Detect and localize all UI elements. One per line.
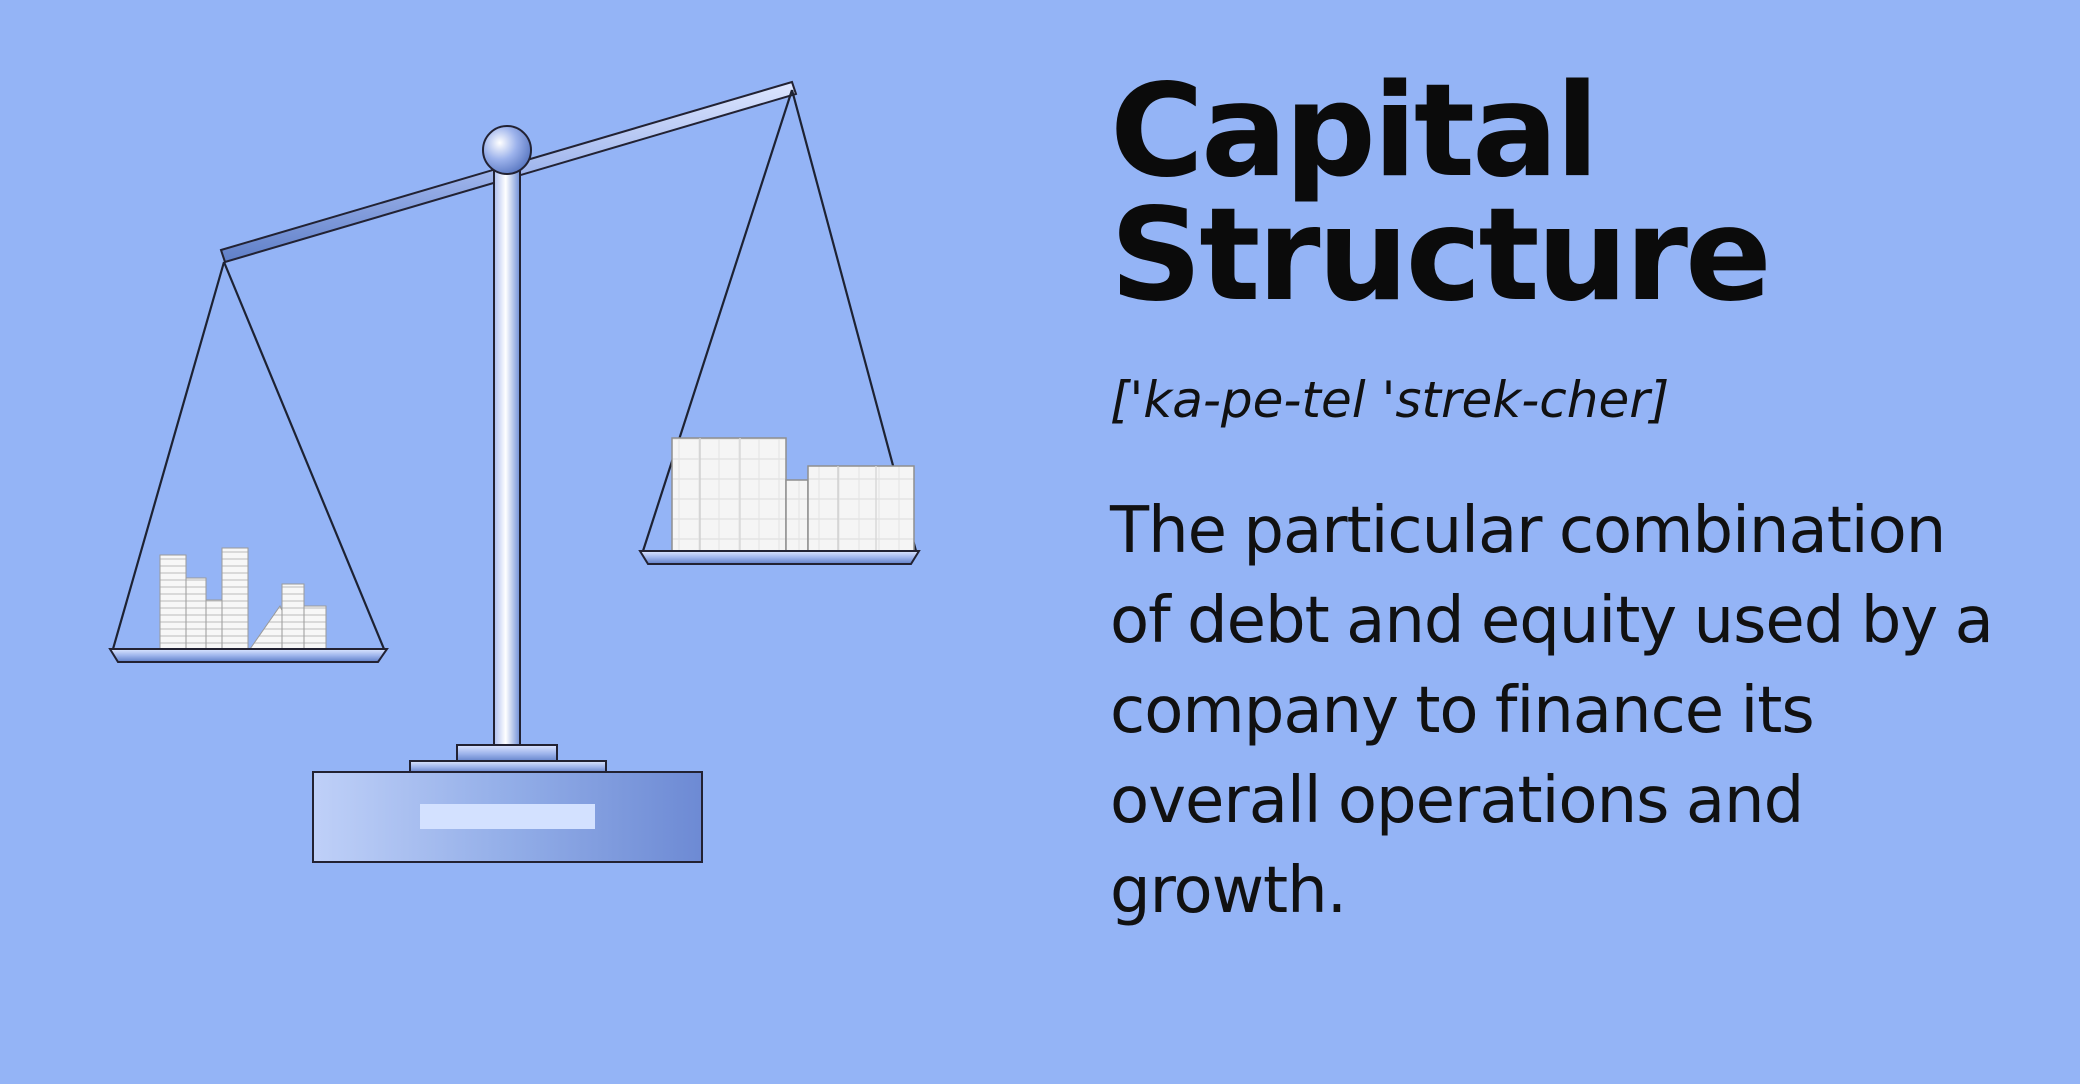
right-pan-documents [671, 437, 915, 552]
term-title-line-2: Structure [1110, 181, 1772, 330]
left-pan-strings [111, 261, 386, 650]
definition-line: overall operations and [1110, 764, 1804, 838]
definition-line: of debt and equity used by a [1110, 584, 1994, 658]
definition-text: The particular combination of debt and e… [1110, 486, 2040, 936]
term-title-line-1: Capital [1110, 57, 1599, 206]
definition-line: company to finance its [1110, 674, 1815, 748]
right-pan [638, 550, 921, 565]
scale-pivot-knob [482, 125, 532, 175]
definition-panel: Capital Structure ['ka-pe-tel 'strek-che… [1110, 57, 2040, 936]
term-title: Capital Structure [1110, 57, 2040, 330]
scale-pillar [493, 169, 521, 749]
left-pan [108, 648, 389, 663]
definition-line: growth. [1110, 854, 1347, 928]
pronunciation: ['ka-pe-tel 'strek-cher] [1110, 371, 1670, 429]
balance-scale-icon [108, 80, 921, 863]
scale-base [312, 744, 703, 863]
definition-line: The particular combination [1110, 494, 1946, 568]
left-pan-documents [159, 547, 327, 650]
